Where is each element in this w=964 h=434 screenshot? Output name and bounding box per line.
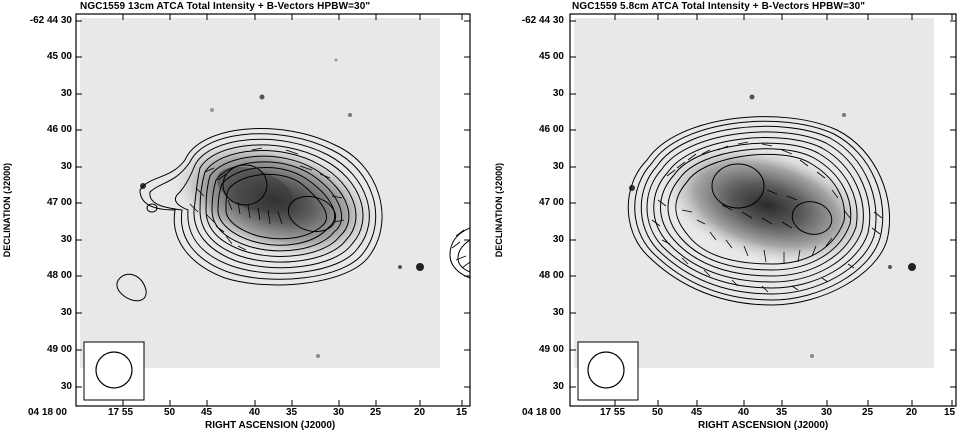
x-tick-label: 15 <box>456 407 468 418</box>
y-tick-label: -62 44 30 <box>29 15 72 26</box>
x-tick-label: 04 18 00 <box>28 407 67 418</box>
x-axis-title: RIGHT ASCENSION (J2000) <box>205 420 336 431</box>
x-tick-label: 40 <box>249 407 261 418</box>
panel-5_8cm-plot <box>569 13 957 407</box>
plot-frame <box>75 13 471 407</box>
beam-hpbw-circle <box>95 351 133 389</box>
panel-13cm: NGC1559 13cm ATCA Total Intensity + B-Ve… <box>2 1 471 431</box>
y-tick-label: 48 00 <box>538 270 564 281</box>
x-tick-label: 15 <box>944 407 956 418</box>
x-tick-label: 25 <box>370 407 382 418</box>
y-tick-label: 45 00 <box>538 51 564 62</box>
b-vectors-5_8cm <box>651 141 883 293</box>
y-tick-label: 30 <box>552 161 564 172</box>
contours-5_8cm <box>627 116 891 306</box>
y-tick-label: 30 <box>60 307 72 318</box>
y-tick-label: 49 00 <box>46 344 72 355</box>
x-tick-label: 20 <box>906 407 918 418</box>
x-axis-title: RIGHT ASCENSION (J2000) <box>698 420 829 431</box>
panel-title: NGC1559 5.8cm ATCA Total Intensity + B-V… <box>572 1 866 12</box>
y-tick-marks <box>570 20 956 388</box>
y-tick-label: 30 <box>60 161 72 172</box>
panel-5_8cm: NGC1559 5.8cm ATCA Total Intensity + B-V… <box>482 0 964 434</box>
x-tick-label: 50 <box>652 407 664 418</box>
y-tick-label: 30 <box>552 234 564 245</box>
y-tick-label: 30 <box>552 307 564 318</box>
x-tick-marks <box>569 14 953 406</box>
y-tick-label: 30 <box>60 381 72 392</box>
x-tick-label: 20 <box>414 407 426 418</box>
beam-box <box>83 341 145 401</box>
y-tick-label: 46 00 <box>538 124 564 135</box>
y-tick-marks <box>76 20 470 388</box>
x-tick-label: 17 55 <box>600 407 626 418</box>
b-vectors-13cm <box>83 147 470 399</box>
x-tick-label: 40 <box>738 407 750 418</box>
panel-title: NGC1559 13cm ATCA Total Intensity + B-Ve… <box>80 1 371 12</box>
x-tick-label: 04 18 00 <box>522 407 561 418</box>
contours-13cm <box>116 128 470 302</box>
y-tick-label: 30 <box>60 234 72 245</box>
y-tick-label: 30 <box>552 88 564 99</box>
panel-13cm-plot <box>75 13 471 407</box>
x-tick-label: 50 <box>164 407 176 418</box>
x-tick-label: 35 <box>776 407 788 418</box>
y-tick-label: 47 00 <box>46 197 72 208</box>
x-tick-label: 45 <box>691 407 703 418</box>
x-tick-label: 17 55 <box>108 407 134 418</box>
y-tick-label: 46 00 <box>46 124 72 135</box>
y-tick-label: 30 <box>552 381 564 392</box>
x-tick-marks <box>75 14 463 406</box>
x-tick-label: 25 <box>862 407 874 418</box>
beam-hpbw-circle <box>587 351 625 389</box>
y-tick-label: 47 00 <box>538 197 564 208</box>
y-tick-label: -62 44 30 <box>521 15 564 26</box>
beam-box <box>577 341 639 401</box>
x-tick-label: 35 <box>286 407 298 418</box>
y-tick-label: 48 00 <box>46 270 72 281</box>
plot-frame <box>569 13 957 407</box>
x-tick-label: 30 <box>821 407 833 418</box>
y-tick-label: 30 <box>60 88 72 99</box>
x-tick-label: 30 <box>333 407 345 418</box>
y-tick-label: 49 00 <box>538 344 564 355</box>
y-tick-label: 45 00 <box>46 51 72 62</box>
x-tick-label: 45 <box>201 407 213 418</box>
